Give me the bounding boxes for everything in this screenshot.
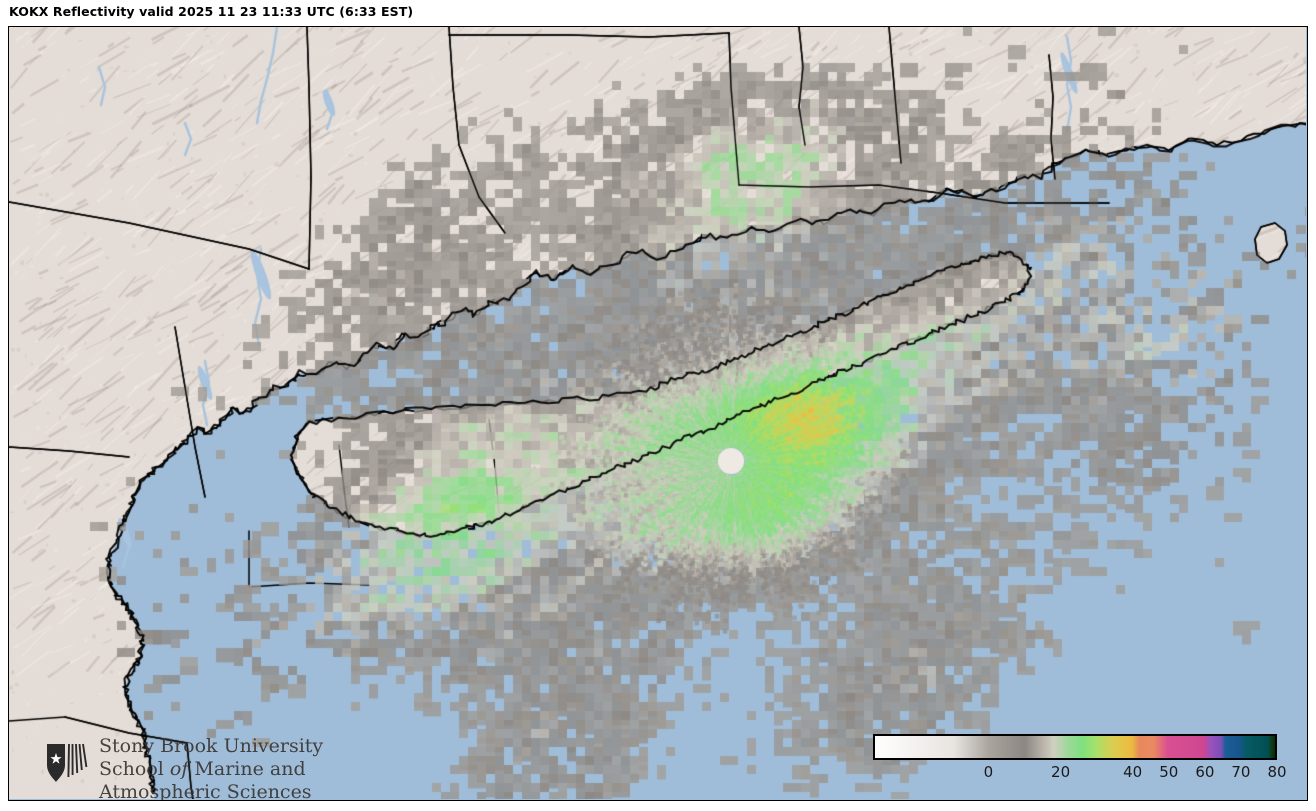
logo-line-3: Atmospheric Sciences xyxy=(99,781,312,801)
colorbar-tick-40: 40 xyxy=(1123,763,1143,781)
shield-icon xyxy=(47,743,88,782)
colorbar-tick-50: 50 xyxy=(1159,763,1179,781)
logo-line-1: Stony Brook University xyxy=(99,735,324,757)
stony-brook-university-logo: Stony Brook University School of Marine … xyxy=(45,735,345,801)
logo-line-2: School of Marine and xyxy=(99,758,323,781)
colorbar-tick-20: 20 xyxy=(1051,763,1071,781)
reflectivity-colorbar: 0 20 40 50 60 70 80 xyxy=(873,734,1289,794)
colorbar-tick-0: 0 xyxy=(983,763,994,781)
page-title: KOKX Reflectivity valid 2025 11 23 11:33… xyxy=(9,4,414,19)
logo-line-2-pre: School xyxy=(99,758,170,780)
radar-map-canvas[interactable] xyxy=(9,27,1306,799)
logo-line-2-italic: of xyxy=(169,758,189,780)
colorbar-gradient xyxy=(875,736,1275,758)
logo-line-2-post: Marine and xyxy=(188,758,306,780)
colorbar-tick-70: 70 xyxy=(1231,763,1251,781)
colorbar-tick-60: 60 xyxy=(1195,763,1215,781)
title-bar: KOKX Reflectivity valid 2025 11 23 11:33… xyxy=(0,0,1316,26)
colorbar-bar xyxy=(873,734,1277,760)
colorbar-tick-labels: 0 20 40 50 60 70 80 xyxy=(873,760,1287,790)
logo-wordmark: Stony Brook University School of Marine … xyxy=(99,735,324,801)
colorbar-tick-80: 80 xyxy=(1267,763,1287,781)
map-frame: Stony Brook University School of Marine … xyxy=(8,26,1308,801)
